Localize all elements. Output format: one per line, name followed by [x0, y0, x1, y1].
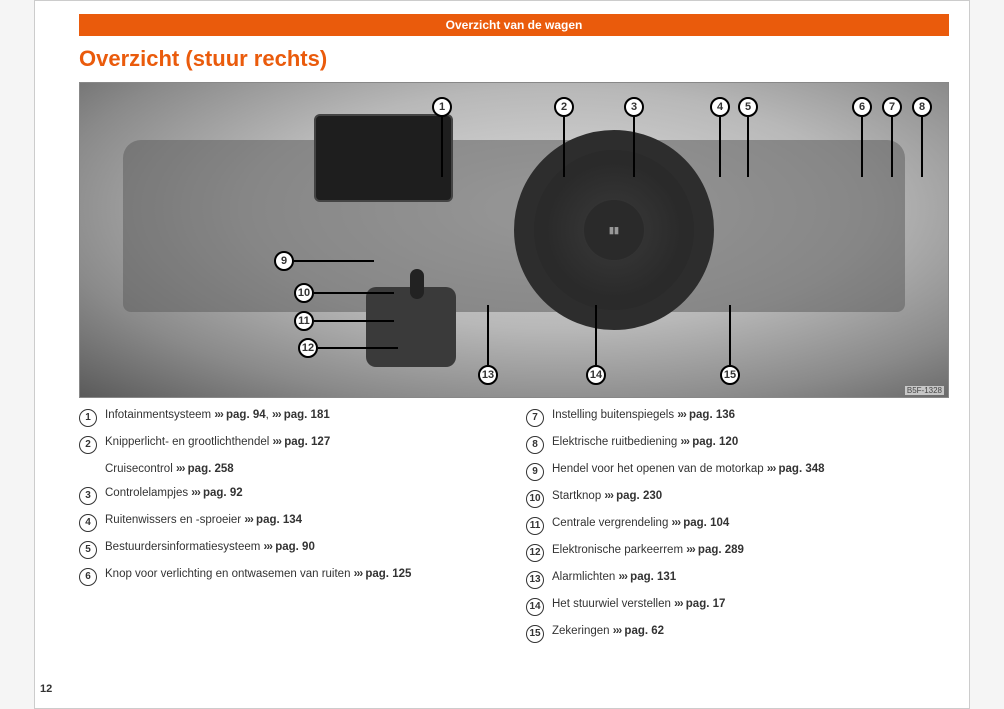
section-title: Overzicht (stuur rechts) — [79, 46, 327, 72]
legend-item-number: 7 — [526, 409, 544, 427]
legend-item-number: 11 — [526, 517, 544, 535]
page-header: Overzicht van de wagen — [79, 14, 949, 36]
leader-13 — [487, 305, 489, 365]
callout-7: 7 — [882, 97, 902, 117]
leader-9 — [294, 260, 374, 262]
legend-item-number: 5 — [79, 541, 97, 559]
callout-14: 14 — [586, 365, 606, 385]
legend-item-text: Centrale vergrendeling ››› pag. 104 — [552, 516, 949, 532]
infotainment-screen — [314, 114, 453, 202]
leader-14 — [595, 305, 597, 365]
callout-15: 15 — [720, 365, 740, 385]
legend-item-text: Elektronische parkeerrem ››› pag. 289 — [552, 543, 949, 559]
dashboard-figure: ▮▮ 123456789101112131415 B5F-1328 — [79, 82, 949, 398]
callout-4: 4 — [710, 97, 730, 117]
legend-item-text: Hendel voor het openen van de motorkap ›… — [552, 462, 949, 478]
legend-item-number: 6 — [79, 568, 97, 586]
steering-wheel: ▮▮ — [514, 130, 714, 330]
leader-6 — [861, 117, 863, 177]
leader-8 — [921, 117, 923, 177]
callout-1: 1 — [432, 97, 452, 117]
callout-9: 9 — [274, 251, 294, 271]
legend-item-text: Het stuurwiel verstellen ››› pag. 17 — [552, 597, 949, 613]
legend-item-text: Instelling buitenspiegels ››› pag. 136 — [552, 408, 949, 424]
leader-7 — [891, 117, 893, 177]
legend-column-left: 1 Infotainmentsysteem ››› pag. 94, ››› pa… — [79, 408, 502, 651]
legend-item-5: 5 Bestuurdersinformatiesysteem ››› pag. 9… — [79, 540, 502, 559]
legend-column-right: 7 Instelling buitenspiegels ››› pag. 136 8… — [526, 408, 949, 651]
legend-item-2: 2 Knipperlicht- en grootlichthendel ››› p… — [79, 435, 502, 454]
legend-item-14: 14 Het stuurwiel verstellen ››› pag. 17 — [526, 597, 949, 616]
legend-item-text: Bestuurdersinformatiesysteem ››› pag. 90 — [105, 540, 502, 556]
callout-3: 3 — [624, 97, 644, 117]
callout-10: 10 — [294, 283, 314, 303]
leader-1 — [441, 117, 443, 177]
legend-item-7: 7 Instelling buitenspiegels ››› pag. 136 — [526, 408, 949, 427]
legend-item-3: 3 Controlelampjes ››› pag. 92 — [79, 486, 502, 505]
legend-item-11: 11 Centrale vergrendeling ››› pag. 104 — [526, 516, 949, 535]
callout-11: 11 — [294, 311, 314, 331]
legend-item-number: 13 — [526, 571, 544, 589]
callout-2: 2 — [554, 97, 574, 117]
legend-item-9: 9 Hendel voor het openen van de motorkap … — [526, 462, 949, 481]
legend-item-number: 14 — [526, 598, 544, 616]
legend-item-number: 15 — [526, 625, 544, 643]
legend-item-number: 4 — [79, 514, 97, 532]
legend-item-number: 10 — [526, 490, 544, 508]
callout-6: 6 — [852, 97, 872, 117]
leader-11 — [314, 320, 394, 322]
legend-item-number: 9 — [526, 463, 544, 481]
page-number: 12 — [40, 683, 52, 695]
legend-item-10: 10 Startknop ››› pag. 230 — [526, 489, 949, 508]
legend-item-15: 15 Zekeringen ››› pag. 62 — [526, 624, 949, 643]
legend-item-text: Elektrische ruitbediening ››› pag. 120 — [552, 435, 949, 451]
legend-item-12: 12 Elektronische parkeerrem ››› pag. 289 — [526, 543, 949, 562]
callout-5: 5 — [738, 97, 758, 117]
legend-item-number: 1 — [79, 409, 97, 427]
leader-5 — [747, 117, 749, 177]
wheel-hub-logo: ▮▮ — [584, 200, 644, 260]
leader-2 — [563, 117, 565, 177]
callout-13: 13 — [478, 365, 498, 385]
legend-item-6: 6 Knop voor verlichting en ontwasemen van… — [79, 567, 502, 586]
legend-item-number: 12 — [526, 544, 544, 562]
legend-item-number: 2 — [79, 436, 97, 454]
legend-item-text: Controlelampjes ››› pag. 92 — [105, 486, 502, 502]
gearshift — [366, 287, 456, 367]
legend-item-1: 1 Infotainmentsysteem ››› pag. 94, ››› pa… — [79, 408, 502, 427]
legend-item-4: 4 Ruitenwissers en -sproeier ››› pag. 134 — [79, 513, 502, 532]
legend-subitem: Cruisecontrol ››› pag. 258 — [105, 462, 502, 478]
leader-3 — [633, 117, 635, 177]
legend-columns: 1 Infotainmentsysteem ››› pag. 94, ››› pa… — [79, 408, 949, 651]
callout-12: 12 — [298, 338, 318, 358]
leader-10 — [314, 292, 394, 294]
legend-item-8: 8 Elektrische ruitbediening ››› pag. 120 — [526, 435, 949, 454]
figure-background: ▮▮ 123456789101112131415 B5F-1328 — [80, 83, 948, 397]
leader-12 — [318, 347, 398, 349]
leader-4 — [719, 117, 721, 177]
legend-item-text: Ruitenwissers en -sproeier ››› pag. 134 — [105, 513, 502, 529]
legend-item-text: Infotainmentsysteem ››› pag. 94, ››› pag… — [105, 408, 502, 424]
legend-item-text: Startknop ››› pag. 230 — [552, 489, 949, 505]
callout-8: 8 — [912, 97, 932, 117]
legend-item-text: Zekeringen ››› pag. 62 — [552, 624, 949, 640]
legend-item-13: 13 Alarmlichten ››› pag. 131 — [526, 570, 949, 589]
leader-15 — [729, 305, 731, 365]
figure-code: B5F-1328 — [905, 386, 944, 395]
legend-item-number: 3 — [79, 487, 97, 505]
legend-item-number: 8 — [526, 436, 544, 454]
legend-item-text: Knipperlicht- en grootlichthendel ››› pa… — [105, 435, 502, 451]
legend-item-text: Knop voor verlichting en ontwasemen van … — [105, 567, 502, 583]
legend-item-text: Alarmlichten ››› pag. 131 — [552, 570, 949, 586]
